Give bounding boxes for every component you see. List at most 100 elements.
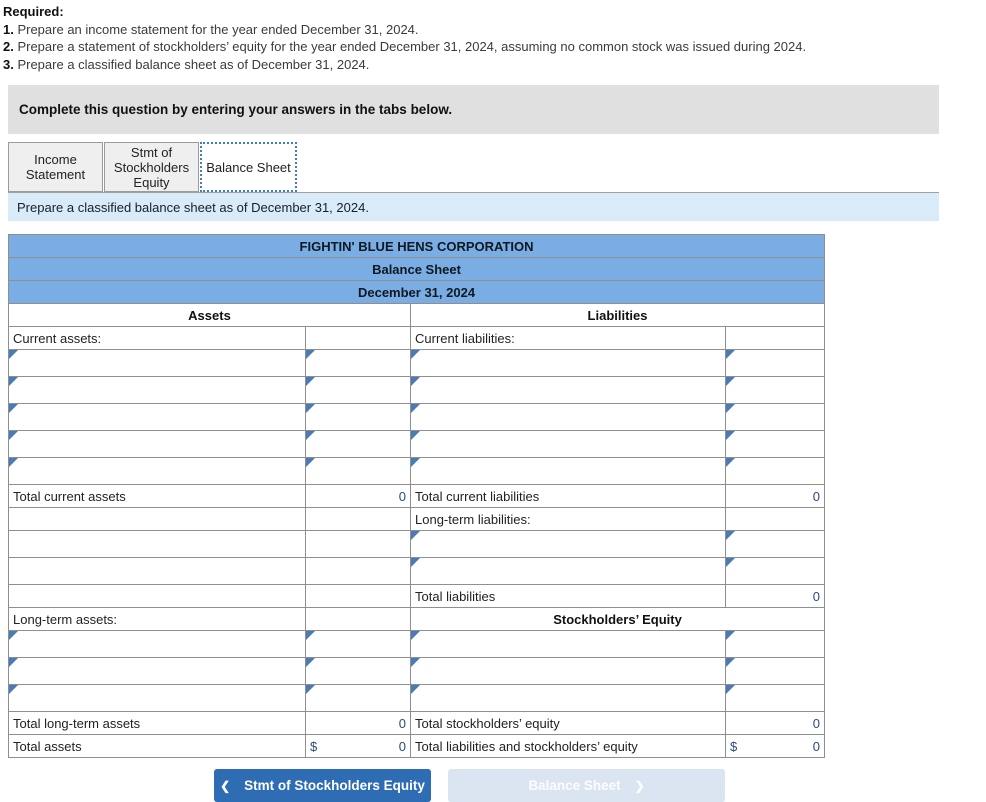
empty-cell [305,326,411,350]
current-liability-account-input[interactable] [410,349,726,377]
required-section: Required: 1. Prepare an income statement… [3,3,943,73]
long-term-liability-account-input[interactable] [410,557,726,585]
currency-symbol: $ [730,738,738,754]
cell-marker-icon [306,431,315,440]
long-term-asset-amount-input[interactable] [305,684,411,712]
cell-marker-icon [411,685,420,694]
current-asset-amount-input[interactable] [305,430,411,458]
cell-marker-icon [411,631,420,640]
cell-marker-icon [9,431,18,440]
current-liability-account-input[interactable] [410,457,726,485]
statement-title: Balance Sheet [7,257,826,281]
current-asset-account-input[interactable] [8,403,306,431]
current-asset-account-input[interactable] [8,457,306,485]
cell-marker-icon [726,431,735,440]
long-term-asset-amount-input[interactable] [305,630,411,658]
total-liabilities-value: 0 [724,584,826,608]
statement-date: December 31, 2024 [7,280,826,304]
cell-marker-icon [726,631,735,640]
cell-marker-icon [306,350,315,359]
current-liability-amount-input[interactable] [724,457,826,485]
empty-cell [724,326,826,350]
equity-account-input[interactable] [410,630,726,658]
cell-marker-icon [411,350,420,359]
equity-amount-input[interactable] [724,684,826,712]
required-item-1-text: Prepare an income statement for the year… [13,21,419,37]
cell-marker-icon [306,631,315,640]
next-tab-button[interactable]: Balance Sheet ❯ [448,769,725,802]
current-liability-amount-input[interactable] [724,376,826,404]
current-asset-amount-input[interactable] [305,403,411,431]
cell-marker-icon [9,631,18,640]
long-term-asset-amount-input[interactable] [305,657,411,685]
empty-cell [8,557,306,585]
total-stockholders-equity-value: 0 [724,711,826,735]
equity-account-input[interactable] [410,657,726,685]
current-asset-account-input[interactable] [8,430,306,458]
required-item-1: 1. Prepare an income statement for the y… [3,21,943,39]
empty-cell [8,584,306,608]
cell-marker-icon [9,377,18,386]
assets-header: Assets [8,303,411,327]
cell-marker-icon [411,431,420,440]
current-asset-amount-input[interactable] [305,349,411,377]
cell-marker-icon [726,558,735,567]
cell-marker-icon [726,350,735,359]
total-liabilities-and-equity-value: $0 [724,734,826,758]
long-term-asset-account-input[interactable] [8,657,306,685]
cell-marker-icon [726,458,735,467]
equity-amount-input[interactable] [724,657,826,685]
current-liability-account-input[interactable] [410,376,726,404]
current-asset-amount-input[interactable] [305,376,411,404]
cell-marker-icon [306,377,315,386]
currency-symbol: $ [310,738,318,754]
current-asset-account-input[interactable] [8,349,306,377]
current-liability-amount-input[interactable] [724,403,826,431]
tab-stmt-of-stockholders-equity[interactable]: Stmt of Stockholders Equity [104,142,199,192]
chevron-right-icon: ❯ [634,778,645,793]
total-long-term-assets-label: Total long-term assets [8,711,306,735]
current-asset-account-input[interactable] [8,376,306,404]
empty-cell [305,507,411,531]
current-liability-account-input[interactable] [410,430,726,458]
company-name: FIGHTIN' BLUE HENS CORPORATION [7,234,826,258]
cell-marker-icon [9,350,18,359]
next-tab-button-label: Balance Sheet [528,778,621,793]
current-asset-amount-input[interactable] [305,457,411,485]
bottom-navigation: ❮ Stmt of Stockholders Equity Balance Sh… [214,769,986,802]
empty-cell [8,530,306,558]
long-term-asset-account-input[interactable] [8,684,306,712]
cell-marker-icon [411,558,420,567]
liabilities-header: Liabilities [409,303,826,327]
tab-income-statement[interactable]: Income Statement [8,142,103,192]
current-liability-amount-input[interactable] [724,430,826,458]
total-liabilities-label: Total liabilities [410,584,726,608]
long-term-liability-account-input[interactable] [410,530,726,558]
equity-amount-input[interactable] [724,630,826,658]
long-term-liability-amount-input[interactable] [724,557,826,585]
tab-balance-sheet[interactable]: Balance Sheet [200,142,297,192]
cell-marker-icon [306,458,315,467]
current-liability-account-input[interactable] [410,403,726,431]
stockholders-equity-header: Stockholders’ Equity [409,607,826,631]
cell-marker-icon [726,404,735,413]
cell-marker-icon [726,377,735,386]
cell-marker-icon [411,377,420,386]
cell-marker-icon [306,658,315,667]
long-term-asset-account-input[interactable] [8,630,306,658]
cell-marker-icon [411,404,420,413]
current-liability-amount-input[interactable] [724,349,826,377]
prev-tab-button[interactable]: ❮ Stmt of Stockholders Equity [214,769,431,802]
total-current-assets-label: Total current assets [8,484,306,508]
long-term-liability-amount-input[interactable] [724,530,826,558]
empty-cell [305,584,411,608]
instruction-bar: Prepare a classified balance sheet as of… [8,192,939,221]
empty-cell [305,530,411,558]
total-current-assets-value: 0 [305,484,411,508]
complete-question-text: Complete this question by entering your … [19,102,453,117]
cell-marker-icon [411,658,420,667]
cell-marker-icon [726,685,735,694]
empty-cell [724,507,826,531]
equity-account-input[interactable] [410,684,726,712]
